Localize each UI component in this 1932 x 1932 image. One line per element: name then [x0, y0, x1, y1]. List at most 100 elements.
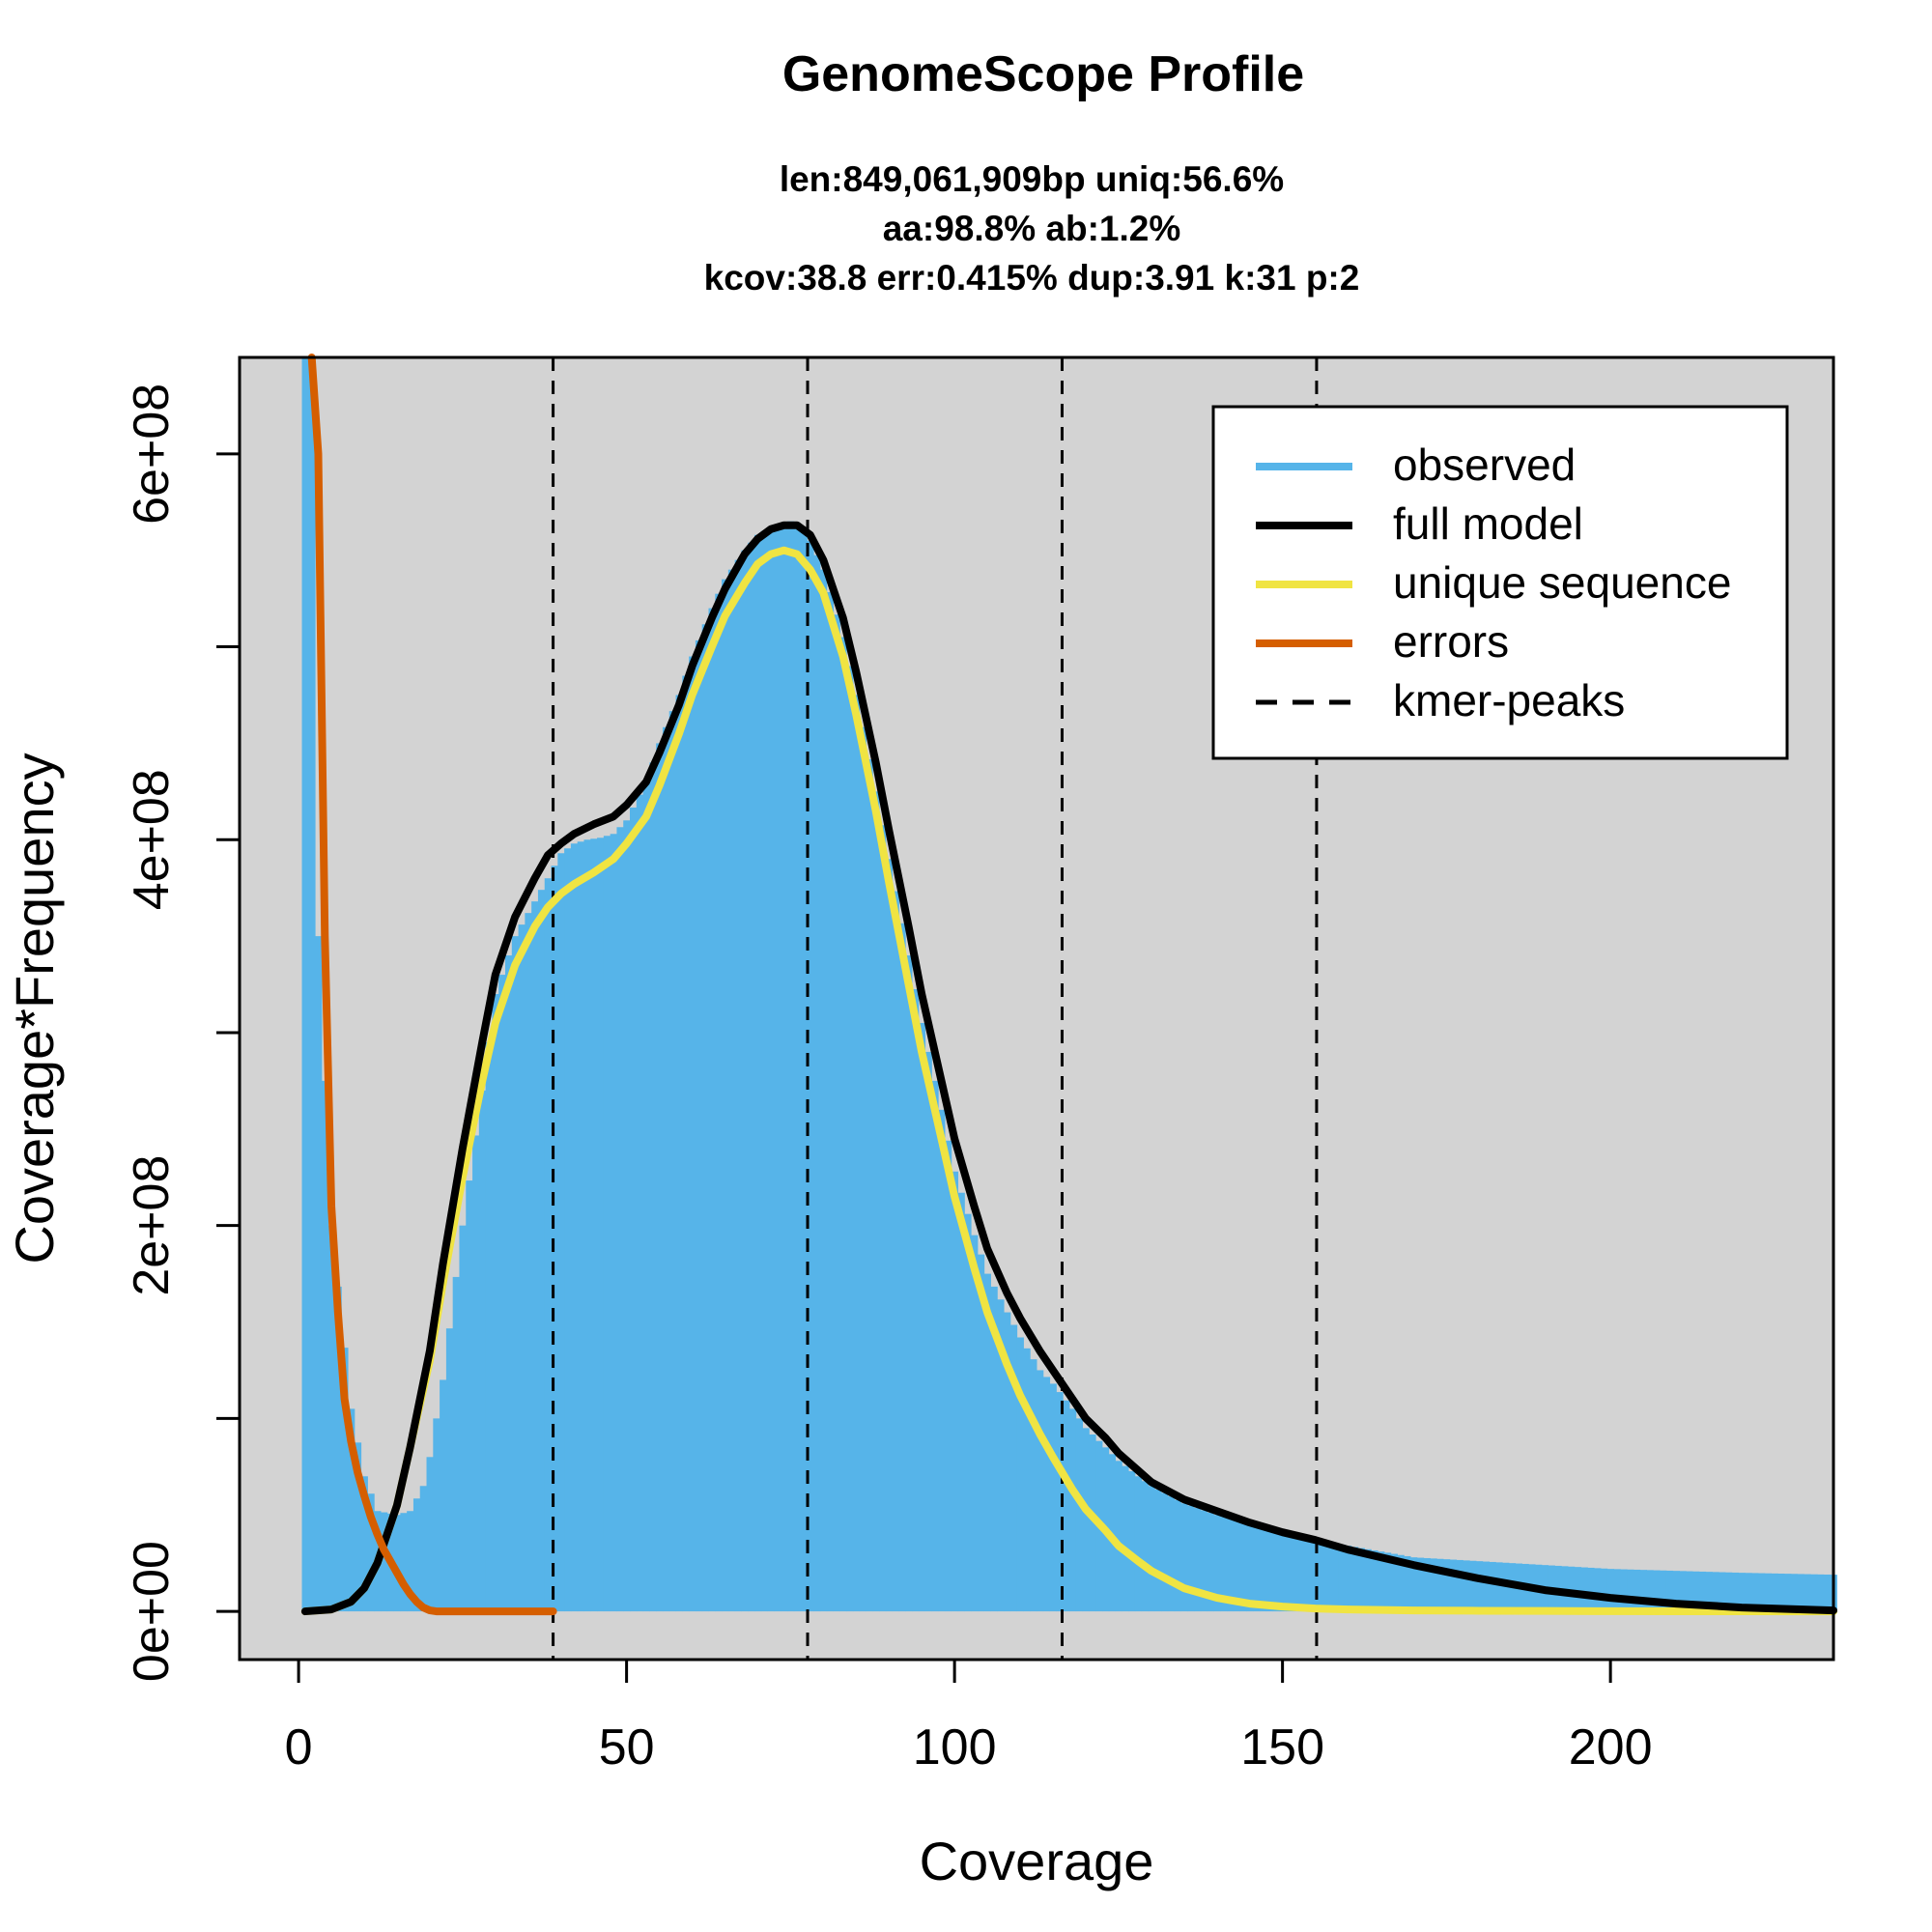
observed-bar	[570, 843, 579, 1612]
observed-bar	[1817, 1574, 1825, 1612]
observed-bar	[301, 357, 309, 1612]
observed-bar	[767, 526, 775, 1612]
observed-bar	[944, 1140, 952, 1612]
observed-bar	[1378, 1551, 1385, 1612]
observed-bar	[1810, 1574, 1818, 1612]
observed-bar	[1423, 1557, 1431, 1612]
observed-bar	[1030, 1359, 1037, 1612]
observed-bar	[1272, 1532, 1280, 1612]
observed-bar	[1324, 1542, 1333, 1612]
observed-bar	[1784, 1574, 1792, 1612]
observed-bar	[472, 1135, 480, 1612]
observed-bar	[1371, 1549, 1378, 1612]
observed-bar	[1594, 1568, 1602, 1612]
errors-line	[307, 354, 557, 1616]
observed-bar	[964, 1213, 972, 1612]
observed-bar	[990, 1286, 998, 1612]
observed-bar	[1738, 1573, 1746, 1612]
observed-bar	[590, 838, 598, 1612]
observed-bar	[1475, 1561, 1484, 1612]
observed-bar	[1442, 1559, 1451, 1612]
observed-bar	[616, 827, 624, 1612]
observed-bar	[1777, 1573, 1785, 1612]
observed-bar	[924, 1051, 932, 1612]
observed-bar	[1292, 1536, 1300, 1612]
observed-bar	[1397, 1554, 1405, 1612]
observed-bar	[1633, 1569, 1641, 1612]
observed-bar	[997, 1299, 1005, 1612]
observed-bar	[1449, 1559, 1458, 1612]
observed-bar	[1068, 1408, 1077, 1612]
observed-bar	[1580, 1567, 1588, 1612]
observed-bar	[1797, 1574, 1804, 1612]
observed-bar	[367, 1493, 375, 1612]
chart-subtitle-line-2: aa:98.8% ab:1.2%	[883, 209, 1181, 248]
observed-bar	[741, 550, 749, 1612]
observed-bar	[1751, 1573, 1759, 1612]
observed-bar	[341, 1348, 349, 1612]
observed-bar	[701, 624, 709, 1612]
observed-bar	[492, 994, 499, 1612]
observed-bar	[786, 521, 795, 1612]
observed-bar	[1764, 1573, 1772, 1612]
legend-label-kmer-peaks: kmer-peaks	[1393, 675, 1625, 725]
observed-bar	[498, 975, 506, 1612]
observed-bar	[852, 695, 861, 1612]
observed-bar	[1134, 1476, 1143, 1612]
legend-label-observed: observed	[1393, 440, 1576, 490]
observed-bar	[1823, 1574, 1832, 1612]
observed-bar	[819, 569, 828, 1612]
observed-bar	[1724, 1572, 1733, 1612]
observed-bar	[610, 834, 617, 1612]
observed-bar	[1404, 1555, 1411, 1612]
observed-bar	[682, 675, 690, 1612]
observed-bar	[354, 1442, 362, 1612]
observed-bar	[971, 1235, 979, 1612]
observed-bar	[918, 1022, 926, 1612]
observed-bar	[1063, 1400, 1070, 1612]
observed-bar	[1122, 1465, 1129, 1612]
x-tick-label: 150	[1240, 1719, 1324, 1776]
observed-bar	[662, 726, 670, 1612]
observed-bar	[1757, 1573, 1766, 1612]
observed-bar	[505, 955, 513, 1612]
observed-bar	[1037, 1370, 1044, 1612]
observed-bar	[1686, 1571, 1693, 1612]
model-lines	[300, 354, 1837, 1616]
observed-bar	[1665, 1570, 1674, 1612]
observed-bar	[525, 913, 532, 1612]
observed-bar	[1338, 1544, 1346, 1612]
observed-bar	[754, 534, 762, 1612]
observed-bar	[1056, 1392, 1064, 1612]
observed-bar	[360, 1476, 368, 1612]
observed-bar	[1712, 1572, 1719, 1612]
observed-bar	[308, 357, 316, 1612]
observed-bar	[931, 1080, 939, 1612]
observed-bar	[722, 579, 729, 1612]
observed-bar	[1161, 1492, 1169, 1612]
x-tick-label: 200	[1569, 1719, 1653, 1776]
observed-bar	[459, 1225, 467, 1612]
observed-bar	[419, 1486, 428, 1612]
observed-bar	[1141, 1481, 1149, 1612]
observed-bar	[348, 1408, 355, 1612]
observed-bar	[807, 540, 814, 1612]
observed-bar	[478, 1090, 487, 1612]
observed-bar	[1600, 1568, 1608, 1612]
observed-bar	[1745, 1573, 1752, 1612]
observed-bar	[537, 890, 546, 1612]
observed-bar	[872, 791, 880, 1612]
observed-bar	[879, 825, 887, 1612]
observed-bar	[531, 901, 539, 1612]
observed-bar	[1193, 1508, 1202, 1612]
observed-bar	[1383, 1552, 1392, 1612]
observed-bar	[1469, 1560, 1477, 1612]
observed-bar	[977, 1254, 985, 1612]
observed-bar	[1639, 1570, 1647, 1612]
legend: observed full model unique sequence erro…	[1211, 405, 1789, 760]
observed-bar	[1790, 1574, 1799, 1612]
observed-bar	[892, 891, 899, 1612]
observed-bar	[1606, 1569, 1615, 1612]
observed-bar	[1627, 1569, 1634, 1612]
observed-bar	[327, 1225, 335, 1612]
